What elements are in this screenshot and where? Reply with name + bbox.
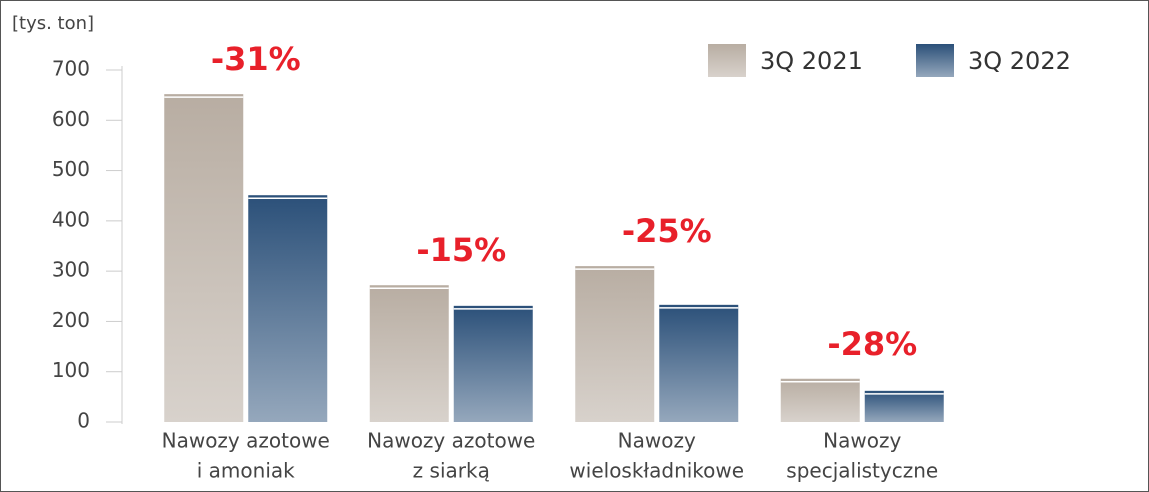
legend-label: 3Q 2022 [968,47,1071,75]
x-tick-label: wieloskładnikowe [569,459,744,483]
change-label: -31% [211,40,301,78]
y-tick-label: 0 [77,409,90,433]
x-tick-label: Nawozy azotowe [367,429,535,453]
y-tick-label: 600 [52,107,90,131]
y-tick-label: 500 [52,157,90,181]
y-tick-label: 400 [52,207,90,231]
x-tick-label: Nawozy azotowe [162,429,330,453]
legend-swatch [708,44,746,77]
bar [864,390,944,422]
unit-label: [tys. ton] [12,13,94,34]
bar [453,305,533,422]
x-tick-label: z siarką [413,459,490,483]
bar [369,285,449,422]
bar [248,195,328,422]
x-tick-label: i amoniak [197,459,295,483]
y-tick-label: 200 [52,308,90,332]
y-tick-label: 300 [52,258,90,282]
legend-label: 3Q 2021 [760,47,863,75]
change-label: -28% [827,325,917,363]
x-tick-label: Nawozy [618,429,696,453]
bar [780,378,860,422]
y-tick-label: 100 [52,358,90,382]
bar [659,304,739,422]
change-label: -15% [416,231,506,269]
x-tick-label: Nawozy [823,429,901,453]
change-label: -25% [622,212,712,250]
x-tick-label: specjalistyczne [786,459,938,483]
bar [164,94,244,422]
bar [575,266,655,422]
y-tick-label: 700 [52,57,90,81]
legend-swatch [916,44,954,77]
